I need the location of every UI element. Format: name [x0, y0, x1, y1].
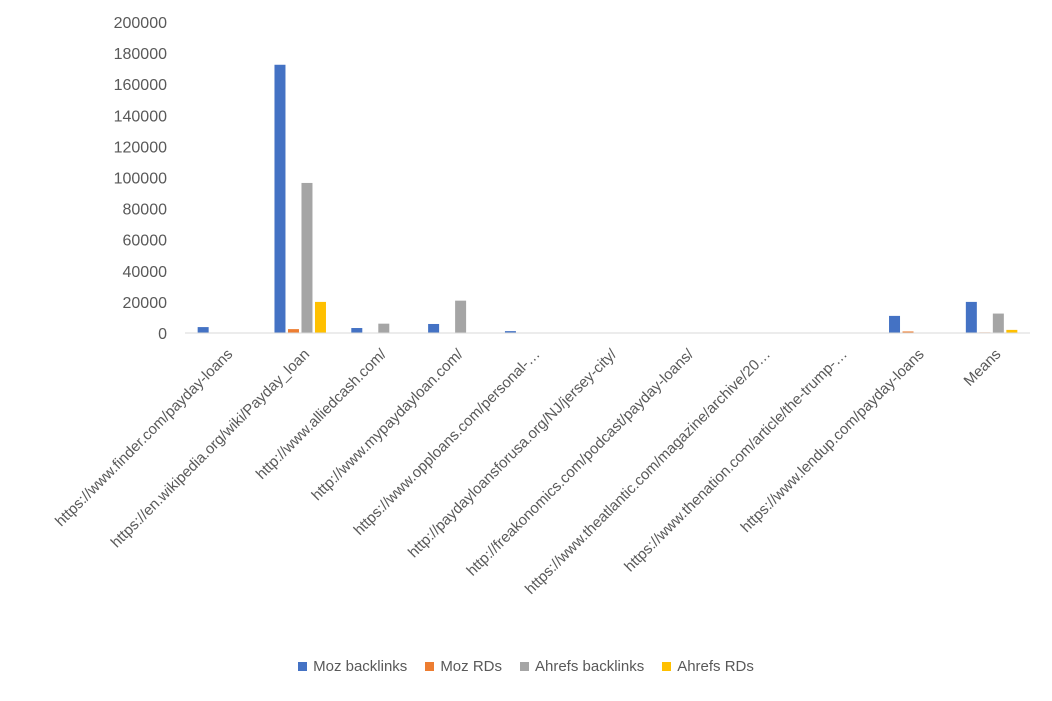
- bar-moz-backlinks: [504, 331, 516, 333]
- legend-swatch: [425, 662, 435, 671]
- legend-swatch: [298, 662, 308, 671]
- y-tick-label: 180000: [114, 46, 167, 63]
- y-tick-label: 120000: [114, 139, 167, 156]
- bar-ahrefs-backlinks: [378, 323, 390, 333]
- bar-moz-backlinks: [965, 301, 977, 333]
- y-tick-label: 140000: [114, 108, 167, 125]
- bar-ahrefs-backlinks: [992, 313, 1004, 333]
- y-tick-label: 100000: [114, 171, 167, 188]
- y-tick-label: 160000: [114, 77, 167, 94]
- bar-ahrefs-rds: [1006, 329, 1018, 333]
- bars: [197, 64, 1018, 333]
- bar-moz-backlinks: [351, 328, 363, 333]
- legend-item: Ahrefs backlinks: [519, 658, 645, 675]
- legend-swatch: [519, 662, 529, 671]
- x-axis-ticks: https://www.finder.com/payday-loanshttps…: [52, 345, 1004, 598]
- bar-moz-backlinks: [889, 315, 901, 333]
- bar-moz-rds: [287, 329, 299, 333]
- y-tick-label: 60000: [123, 233, 168, 250]
- bar-moz-backlinks: [197, 327, 209, 333]
- legend-label: Moz RDs: [440, 658, 502, 675]
- legend-item: Moz RDs: [425, 658, 502, 675]
- bar-ahrefs-backlinks: [455, 300, 467, 333]
- y-tick-label: 80000: [123, 202, 168, 219]
- legend-swatch: [662, 662, 672, 671]
- y-tick-label: 20000: [123, 295, 168, 312]
- legend: Moz backlinks Moz RDs Ahrefs backlinks Ahre…: [0, 658, 1052, 675]
- bar-ahrefs-backlinks: [301, 182, 313, 333]
- legend-label: Ahrefs backlinks: [534, 658, 645, 675]
- bar-moz-rds: [902, 331, 914, 333]
- y-tick-label: 0: [158, 326, 167, 343]
- y-axis-ticks: 0 20000 40000 60000 80000 100000 120000 140000 1…: [114, 15, 167, 343]
- y-tick-label: 200000: [114, 15, 167, 32]
- legend-label: Ahrefs RDs: [677, 658, 754, 675]
- bar-moz-backlinks: [274, 64, 286, 333]
- legend-item: Moz backlinks: [298, 658, 407, 675]
- bar-ahrefs-rds: [314, 301, 326, 333]
- x-tick-label: http://www.alliedcash.com/: [253, 345, 391, 483]
- x-tick-label: http://www.mypaydayloan.com/: [308, 345, 467, 504]
- x-tick-label: Means: [961, 346, 1005, 390]
- legend-label: Moz backlinks: [313, 658, 408, 675]
- bar-moz-backlinks: [428, 323, 440, 333]
- y-tick-label: 40000: [123, 264, 168, 281]
- legend-item: Ahrefs RDs: [662, 658, 754, 675]
